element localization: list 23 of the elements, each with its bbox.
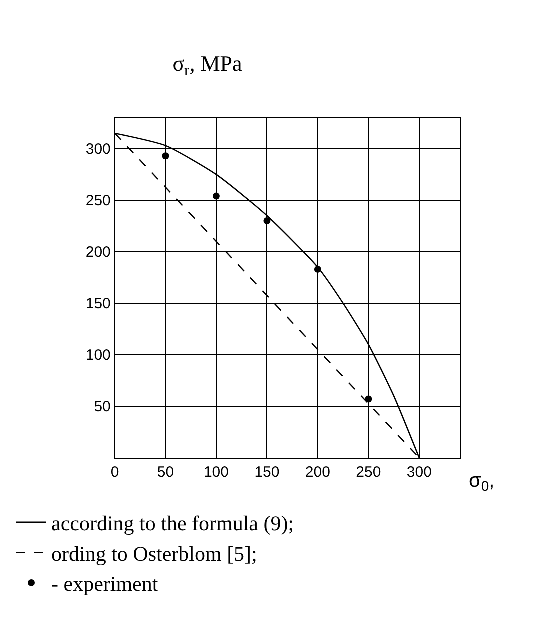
- chart-title: σ$_{r}$, MPa: [172, 50, 242, 80]
- point: [314, 266, 322, 273]
- x-axis-title: σ$_{0}$,: [469, 470, 495, 494]
- x-tick-label: 100: [204, 464, 229, 482]
- legend-label: - experiment: [52, 572, 158, 596]
- x-tick-label: 200: [305, 464, 330, 482]
- y-tick-label: 100: [86, 347, 111, 364]
- legend-label: according to the formula (9);: [52, 512, 294, 536]
- x-tick-label: 250: [356, 464, 382, 482]
- x-tick-label: 300: [406, 464, 432, 482]
- y-tick-label: 300: [86, 141, 111, 158]
- y-tick-label: 150: [86, 296, 111, 313]
- x-tick-label: 50: [157, 464, 174, 482]
- point: [162, 152, 170, 160]
- y-tick-label: 200: [86, 244, 111, 262]
- point: [212, 192, 220, 200]
- legend-label: ording to Osterblom [5];: [52, 542, 258, 566]
- y-tick-label: 250: [86, 192, 111, 210]
- point: [365, 396, 372, 403]
- y-tick-label: 50: [94, 398, 111, 416]
- x-tick-label: 150: [254, 464, 280, 482]
- x-tick-label: 0: [110, 464, 120, 482]
- point: [264, 218, 271, 225]
